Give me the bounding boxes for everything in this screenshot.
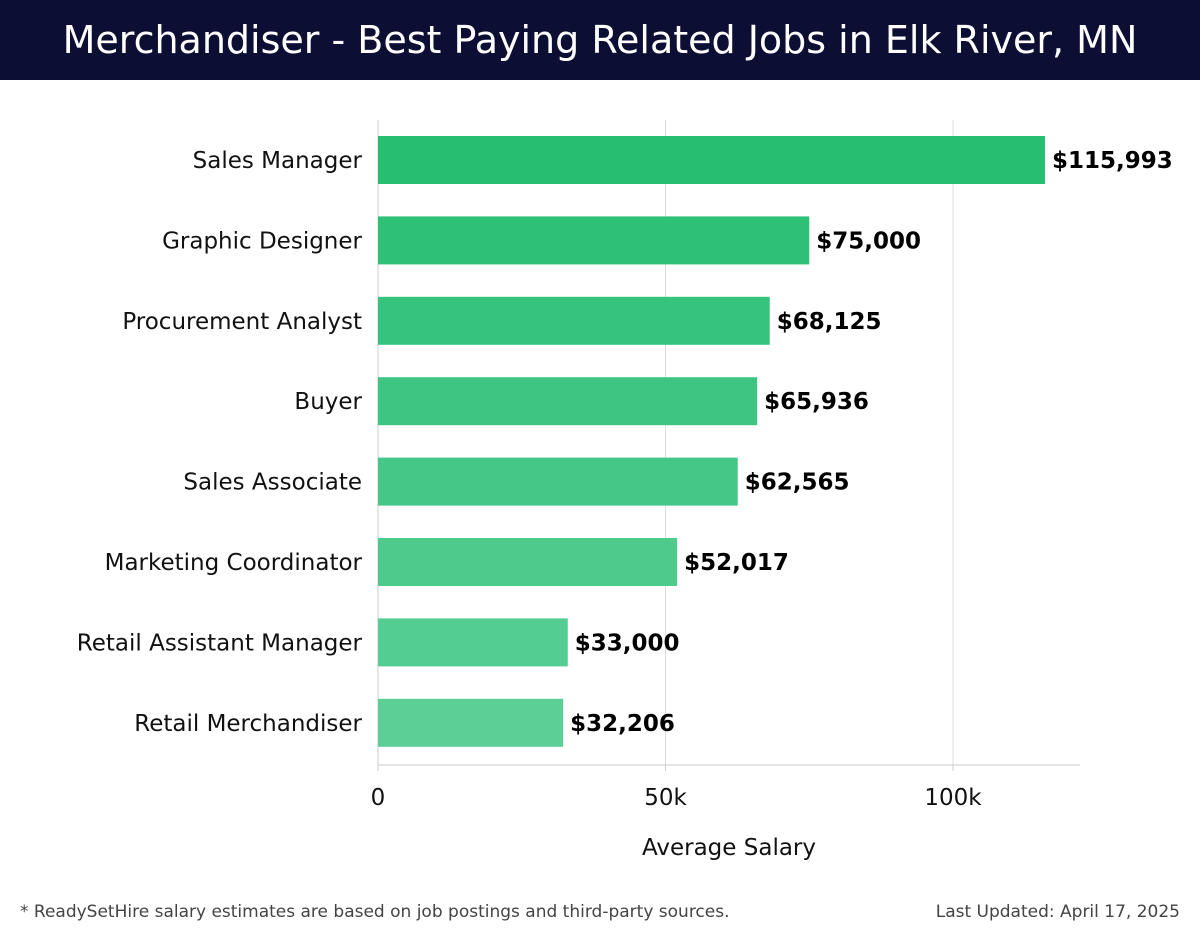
value-label: $65,936	[764, 389, 869, 415]
value-label: $32,206	[570, 711, 675, 737]
category-label: Sales Associate	[183, 470, 362, 496]
value-label: $52,017	[684, 550, 789, 576]
bar	[378, 216, 810, 265]
category-label: Buyer	[294, 389, 362, 415]
x-axis-title: Average Salary	[642, 835, 816, 861]
value-label: $33,000	[575, 630, 680, 656]
bar-chart: Sales Manager $115,993 Graphic Designer $75…	[77, 120, 1173, 861]
bar	[378, 538, 678, 586]
bar	[378, 136, 1045, 184]
x-tick-label: 50k	[644, 785, 687, 811]
bar	[378, 698, 564, 747]
category-label: Marketing Coordinator	[105, 550, 363, 576]
value-label: $62,565	[745, 470, 850, 496]
category-label: Retail Assistant Manager	[77, 630, 363, 656]
category-label: Graphic Designer	[162, 228, 362, 254]
bar	[378, 377, 758, 426]
x-tick-label: 0	[371, 785, 386, 811]
bar	[378, 457, 738, 506]
chart-header: Merchandiser - Best Paying Related Jobs …	[0, 0, 1200, 80]
value-label: $68,125	[777, 309, 882, 335]
value-label: $115,993	[1052, 148, 1173, 174]
value-label: $75,000	[816, 228, 921, 254]
category-label: Sales Manager	[193, 148, 363, 174]
chart-title: Merchandiser - Best Paying Related Jobs …	[62, 18, 1138, 62]
footer-note: * ReadySetHire salary estimates are base…	[20, 902, 730, 922]
bar	[378, 618, 568, 667]
x-tick-label: 100k	[924, 785, 982, 811]
bar	[378, 296, 770, 345]
category-label: Procurement Analyst	[122, 309, 362, 335]
last-updated: Last Updated: April 17, 2025	[935, 902, 1180, 922]
category-label: Retail Merchandiser	[134, 711, 362, 737]
